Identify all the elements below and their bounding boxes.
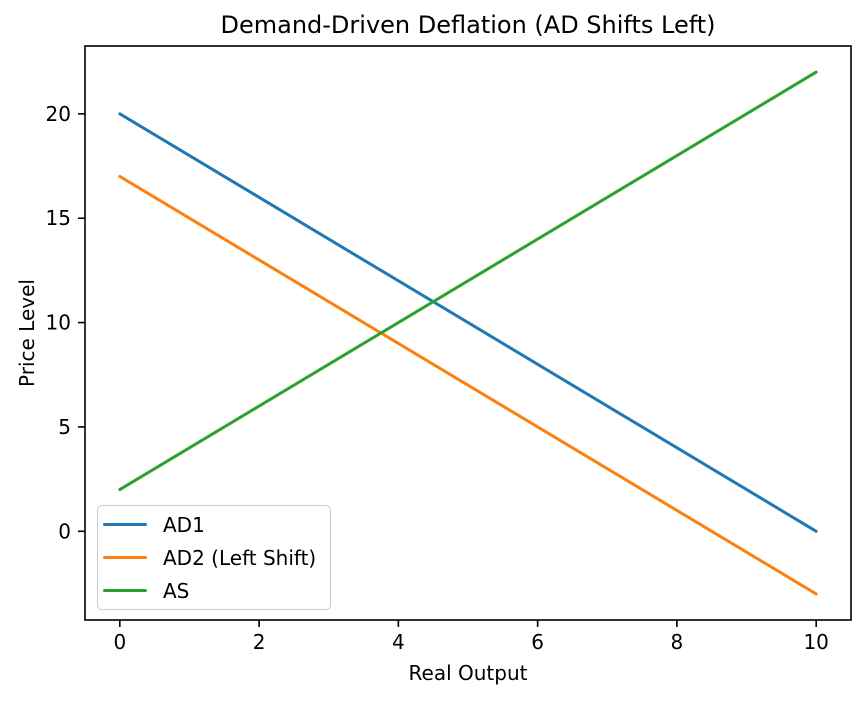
legend-label: AS xyxy=(163,578,190,603)
legend-item: AD1 xyxy=(103,508,316,541)
x-tick-label: 2 xyxy=(253,630,266,654)
legend-item: AS xyxy=(103,574,316,607)
series-line-ad1 xyxy=(118,112,818,533)
legend-line-swatch xyxy=(103,556,147,559)
legend-label: AD1 xyxy=(163,512,205,537)
chart-title: Demand-Driven Deflation (AD Shifts Left) xyxy=(220,11,716,39)
x-tick-label: 0 xyxy=(113,630,126,654)
legend-line-swatch xyxy=(103,589,147,592)
x-tick-label: 6 xyxy=(531,630,544,654)
x-tick-label: 10 xyxy=(803,630,828,654)
legend-label: AD2 (Left Shift) xyxy=(163,545,317,570)
series-line-as xyxy=(118,70,818,492)
series-line-ad2-left-shift- xyxy=(118,174,818,596)
y-tick-label: 5 xyxy=(58,415,71,439)
y-tick-label: 15 xyxy=(46,206,71,230)
x-axis-label: Real Output xyxy=(408,661,528,685)
y-tick-label: 0 xyxy=(58,519,71,543)
y-axis-label: Price Level xyxy=(15,279,39,387)
y-tick-label: 20 xyxy=(46,102,71,126)
y-tick-label: 10 xyxy=(46,311,71,335)
x-tick-label: 8 xyxy=(671,630,684,654)
legend-item: AD2 (Left Shift) xyxy=(103,541,316,574)
legend-line-swatch xyxy=(103,523,147,526)
legend: AD1 AD2 (Left Shift) AS xyxy=(97,505,332,610)
x-tick-label: 4 xyxy=(392,630,405,654)
plot-border xyxy=(84,45,852,621)
